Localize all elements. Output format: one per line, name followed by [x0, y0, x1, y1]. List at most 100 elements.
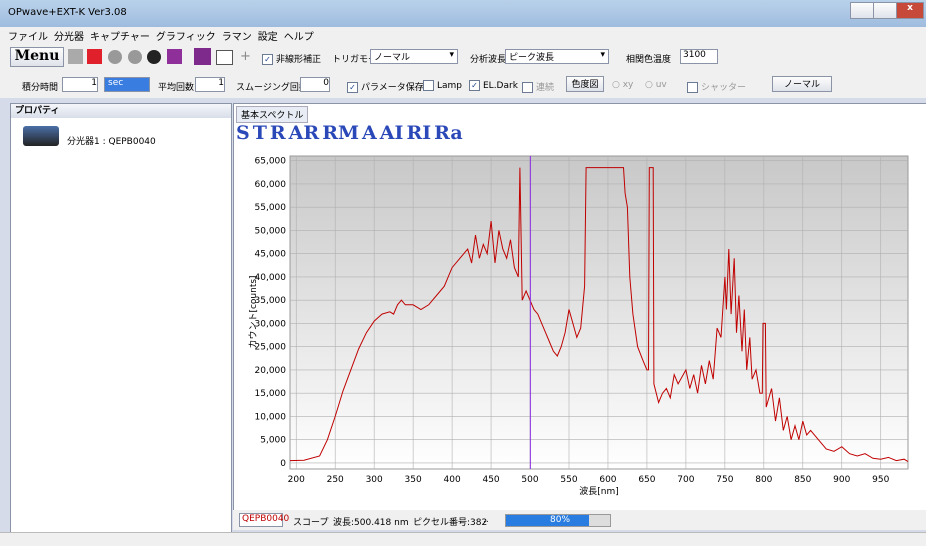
label: xy	[623, 80, 634, 90]
chart-tool[interactable]: A	[362, 122, 377, 144]
stop-icon[interactable]	[87, 49, 102, 64]
progress-label: 80%	[550, 515, 570, 525]
progress-bar: 80%	[505, 514, 611, 527]
icon[interactable]	[128, 50, 142, 64]
value: ノーマル	[371, 53, 410, 63]
x-tick-label: 400	[444, 475, 461, 485]
label: EL.Dark	[483, 81, 518, 91]
progress-fill	[506, 515, 589, 526]
bottom-bar	[0, 532, 926, 546]
icon[interactable]	[108, 50, 122, 64]
x-tick-label: 350	[405, 475, 422, 485]
device-label[interactable]: 分光器1 : QEPB0040	[67, 134, 156, 147]
device-select[interactable]: QEPB0040	[239, 513, 283, 527]
menu-button[interactable]: Menu	[10, 47, 64, 67]
integration-input[interactable]: 1	[62, 77, 98, 92]
x-tick-label: 700	[677, 475, 694, 485]
menu-item[interactable]: キャプチャー	[90, 28, 150, 43]
y-axis-label: カウント[counts]	[248, 275, 259, 348]
y-tick-label: 0	[280, 459, 286, 469]
y-tick-label: 20,000	[255, 366, 287, 376]
unit-select[interactable]: sec	[104, 77, 150, 92]
play-icon[interactable]	[68, 49, 83, 64]
el-dark-checkbox[interactable]: ✓EL.Dark	[469, 80, 518, 91]
label: スムージング回数	[236, 80, 308, 93]
y-tick-label: 50,000	[255, 226, 287, 236]
menu-item[interactable]: グラフィック	[156, 28, 216, 43]
continuous-checkbox[interactable]: 連続	[522, 80, 554, 93]
maximize-button[interactable]	[873, 2, 897, 19]
copy-icon[interactable]	[194, 48, 211, 65]
chart-tool[interactable]: AR	[289, 122, 320, 144]
chart-tool[interactable]: T	[253, 122, 267, 144]
y-tick-label: 15,000	[255, 389, 287, 399]
wavelength: 波長:500.418 nm	[333, 515, 409, 528]
label: uv	[656, 80, 667, 90]
y-tick-label: 65,000	[255, 157, 287, 167]
menu-bar: ファイル分光器キャプチャーグラフィックラマン設定ヘルプ	[0, 27, 926, 43]
chart-tool[interactable]: AI	[380, 122, 404, 144]
pixel: ピクセル番号:382	[413, 515, 487, 528]
chart: 波長[nm] カウント[counts] 0 5,000 10,000 15,000 20…	[234, 146, 924, 508]
label: パラメータ保存	[361, 83, 424, 93]
close-button[interactable]: x	[896, 2, 924, 19]
icon[interactable]	[216, 50, 233, 65]
toolbar: Menu + ✓非線形補正 トリガモード ノーマル▾ 分析波長 ピーク波長▾ 相…	[0, 43, 926, 98]
value: ピーク波長	[506, 53, 554, 63]
chart-tool[interactable]: RI	[406, 122, 431, 144]
menu-item[interactable]: ヘルプ	[284, 28, 314, 43]
status-bar: QEPB0040 スコープ 波長:500.418 nm ピクセル番号:382 .…	[233, 510, 926, 530]
dots: ..	[483, 515, 489, 525]
trigger-select[interactable]: ノーマル▾	[370, 49, 458, 64]
y-tick-label: 25,000	[255, 343, 287, 353]
uv-radio[interactable]: ○ uv	[645, 80, 667, 90]
x-tick-label: 950	[872, 475, 889, 485]
save-checkbox[interactable]: ✓パラメータ保存	[347, 80, 424, 93]
y-tick-label: 10,000	[255, 412, 287, 422]
x-tick-label: 450	[482, 475, 499, 485]
menu-item[interactable]: ラマン	[222, 28, 252, 43]
menu-item[interactable]: ファイル	[8, 28, 48, 43]
y-tick-label: 45,000	[255, 250, 287, 260]
nonlinear-checkbox[interactable]: ✓非線形補正	[262, 52, 321, 65]
title-bar: OPwave+EXT-K Ver3.08 x	[0, 0, 926, 27]
x-tick-label: 650	[638, 475, 655, 485]
cct-input[interactable]: 3100	[680, 49, 718, 64]
lamp-checkbox[interactable]: Lamp	[423, 80, 462, 91]
label: 相関色温度	[626, 52, 671, 65]
x-tick-label: 750	[716, 475, 733, 485]
x-tick-label: 550	[560, 475, 577, 485]
icon[interactable]	[147, 50, 161, 64]
x-tick-label: 300	[366, 475, 383, 485]
minimize-button[interactable]	[850, 2, 874, 19]
save-icon[interactable]	[167, 49, 182, 64]
chart-tool[interactable]: R	[270, 122, 286, 144]
label: シャッター	[701, 83, 746, 93]
x-tick-label: 900	[833, 475, 850, 485]
app: OPwave+EXT-K Ver3.08 x ファイル分光器キャプチャーグラフィ…	[0, 0, 926, 545]
menu-item[interactable]: 分光器	[54, 28, 84, 43]
scope: スコープ	[293, 515, 328, 528]
label: 連続	[536, 83, 554, 93]
x-tick-label: 250	[327, 475, 344, 485]
y-tick-label: 60,000	[255, 180, 287, 190]
label: 分析波長	[470, 52, 506, 65]
smoothing-input[interactable]: 0	[300, 77, 330, 92]
label: 積分時間	[22, 80, 58, 93]
y-tick-label: 5,000	[260, 436, 286, 446]
chart-tool[interactable]: S	[236, 122, 250, 144]
average-input[interactable]: 1	[195, 77, 225, 92]
mode-button[interactable]: ノーマル	[772, 76, 832, 92]
chart-tool[interactable]: RM	[322, 122, 359, 144]
wavelength-select[interactable]: ピーク波長▾	[505, 49, 609, 64]
plus-icon[interactable]: +	[240, 49, 251, 64]
x-tick-label: 800	[755, 475, 772, 485]
xy-radio[interactable]: ○ xy	[612, 80, 633, 90]
y-tick-label: 55,000	[255, 203, 287, 213]
x-tick-label: 200	[288, 475, 305, 485]
chart-tool[interactable]: Ra	[434, 122, 463, 144]
menu-item[interactable]: 設定	[258, 28, 278, 43]
shutter-checkbox[interactable]: シャッター	[687, 80, 746, 93]
chromaticity-button[interactable]: 色度図	[566, 76, 604, 92]
x-axis-label: 波長[nm]	[579, 485, 619, 497]
